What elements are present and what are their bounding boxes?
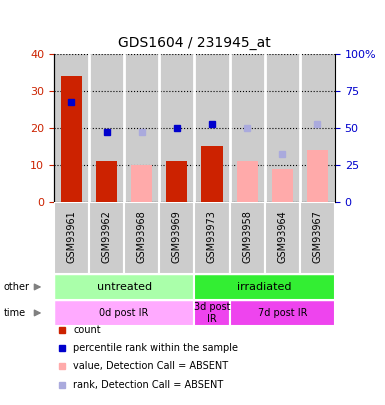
Bar [89,202,124,274]
Text: percentile rank within the sample: percentile rank within the sample [73,343,238,353]
Bar [236,161,258,202]
Bar [124,202,159,274]
Title: GDS1604 / 231945_at: GDS1604 / 231945_at [118,36,271,50]
Bar [300,202,335,274]
Text: GSM93958: GSM93958 [242,211,252,264]
Text: value, Detection Call = ABSENT: value, Detection Call = ABSENT [73,361,228,371]
Bar [54,300,194,326]
Bar [159,202,194,274]
Text: GSM93961: GSM93961 [67,211,77,263]
Bar [89,54,124,202]
Text: 0d post IR: 0d post IR [99,308,149,318]
Text: GSM93968: GSM93968 [137,211,147,263]
Bar [307,150,328,202]
Text: rank, Detection Call = ABSENT: rank, Detection Call = ABSENT [73,379,223,390]
Bar [159,54,194,202]
Bar [54,202,89,274]
Text: GSM93973: GSM93973 [207,211,217,264]
Bar [54,54,89,202]
Bar [300,54,335,202]
Bar [124,54,159,202]
Bar [229,300,335,326]
Bar [264,54,300,202]
Bar [131,165,152,202]
Text: GSM93969: GSM93969 [172,211,182,263]
Text: GSM93967: GSM93967 [312,211,322,264]
Text: irradiated: irradiated [238,282,292,292]
Text: untreated: untreated [97,282,152,292]
Bar [166,161,187,202]
Bar [194,202,229,274]
Bar [229,54,265,202]
Bar [96,161,117,202]
Bar [194,274,335,300]
Bar [229,202,265,274]
Text: count: count [73,325,101,335]
Bar [272,168,293,202]
Bar [194,54,229,202]
Text: time: time [4,308,26,318]
Text: GSM93964: GSM93964 [277,211,287,263]
Text: 7d post IR: 7d post IR [258,308,307,318]
Text: GSM93962: GSM93962 [102,211,112,264]
Bar [201,147,223,202]
Text: 3d post
IR: 3d post IR [194,302,230,324]
Text: other: other [4,282,30,292]
Bar [54,274,194,300]
Bar [264,202,300,274]
Bar [194,300,229,326]
Bar [61,76,82,202]
